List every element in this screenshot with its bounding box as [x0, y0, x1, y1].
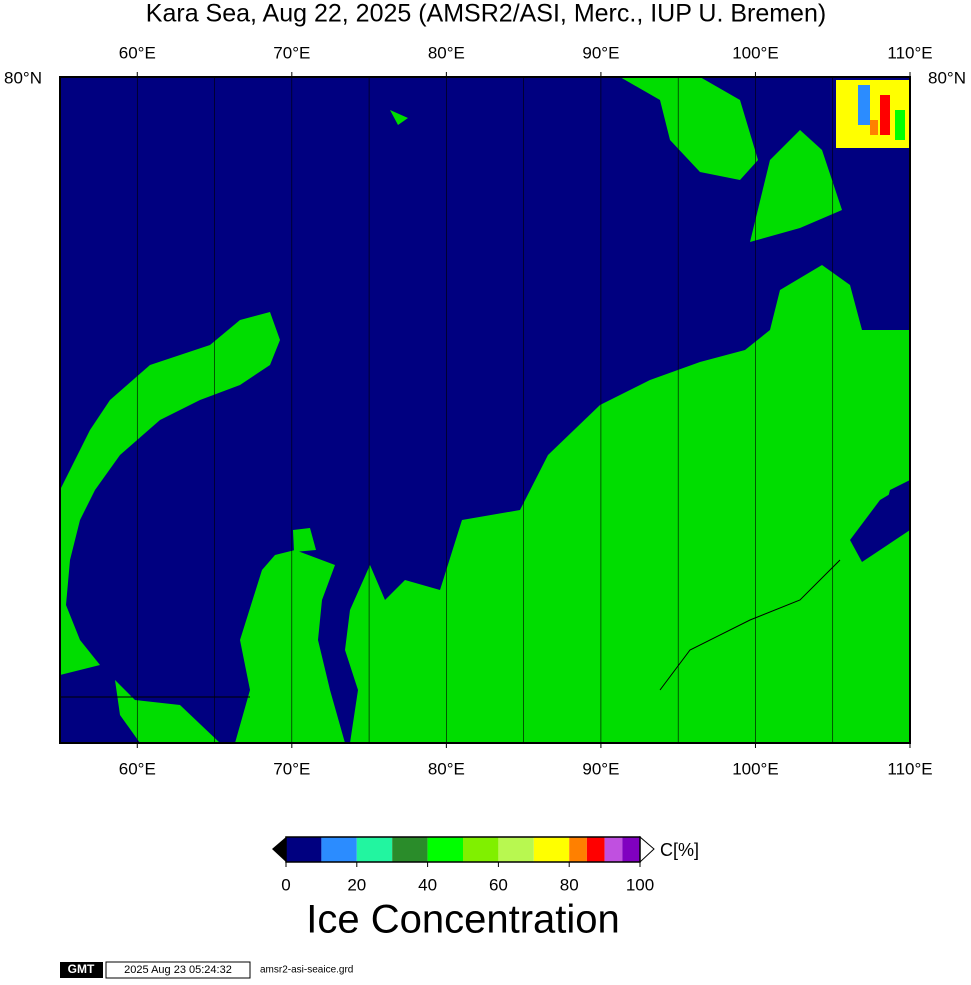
colorbar-segment: [498, 837, 534, 862]
title: Kara Sea, Aug 22, 2025 (AMSR2/ASI, Merc.…: [146, 0, 826, 28]
colorbar-tick-label: 100: [626, 875, 654, 894]
colorbar-segment: [392, 837, 428, 862]
colorbar-tick-label: 40: [418, 875, 437, 894]
x-tick-label: 80°E: [428, 759, 465, 778]
lat-label: 80°N: [4, 68, 42, 87]
colorbar-segment: [427, 837, 463, 862]
logo: GMT: [68, 962, 95, 976]
colorbar-frame: [285, 836, 641, 863]
x-tick-label: 60°E: [119, 759, 156, 778]
map-frame: [59, 76, 911, 744]
logo-box: [60, 962, 103, 978]
x-tick-label: 80°E: [428, 43, 465, 62]
x-tick-label: 90°E: [582, 43, 619, 62]
colorbar-segment: [586, 837, 605, 862]
colorbar-title: Ice Concentration: [306, 898, 620, 942]
x-tick-label: 110°E: [887, 759, 932, 778]
colorbar-under: [272, 837, 286, 862]
ice-patches: [836, 80, 910, 148]
map: [60, 77, 911, 743]
colorbar-unit: C[%]: [660, 840, 699, 860]
timestamp: 2025 Aug 23 05:24:32: [124, 964, 232, 976]
colorbar-segment: [533, 837, 570, 862]
colorbar-segment: [463, 837, 499, 862]
x-tick-label: 100°E: [732, 759, 779, 778]
colorbar-over: [639, 835, 655, 864]
x-tick-label: 60°E: [119, 43, 156, 62]
colorbar-tick-label: 0: [281, 875, 290, 894]
x-tick-label: 90°E: [582, 759, 619, 778]
colorbar-segment: [286, 837, 322, 862]
colorbar-segment: [622, 837, 640, 862]
colorbar-segment: [569, 837, 587, 862]
x-tick-label: 110°E: [887, 43, 932, 62]
colorbar-segment: [604, 837, 623, 862]
colorbar-segment: [321, 837, 357, 862]
colorbar-tick-label: 20: [347, 875, 366, 894]
lat-label: 80°N: [928, 68, 966, 87]
x-tick-label: 100°E: [732, 43, 779, 62]
timestamp-box: [105, 961, 251, 979]
river: [659, 559, 841, 691]
x-tick-label: 70°E: [273, 43, 310, 62]
x-tick-label: 70°E: [273, 759, 310, 778]
colorbar-tick-label: 80: [560, 875, 579, 894]
colorbar-segment: [356, 837, 393, 862]
colorbar-tick-label: 60: [489, 875, 508, 894]
colorbar: [272, 835, 655, 864]
land: [60, 77, 910, 743]
filename: amsr2-asi-seaice.grd: [260, 965, 353, 976]
bay: [850, 482, 910, 562]
